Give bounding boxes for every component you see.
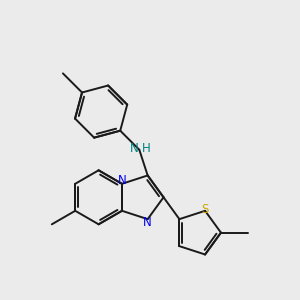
Text: N: N xyxy=(118,174,126,187)
Text: N: N xyxy=(130,142,138,155)
Text: N: N xyxy=(143,216,152,229)
Text: S: S xyxy=(201,203,209,216)
Text: H: H xyxy=(142,142,151,155)
